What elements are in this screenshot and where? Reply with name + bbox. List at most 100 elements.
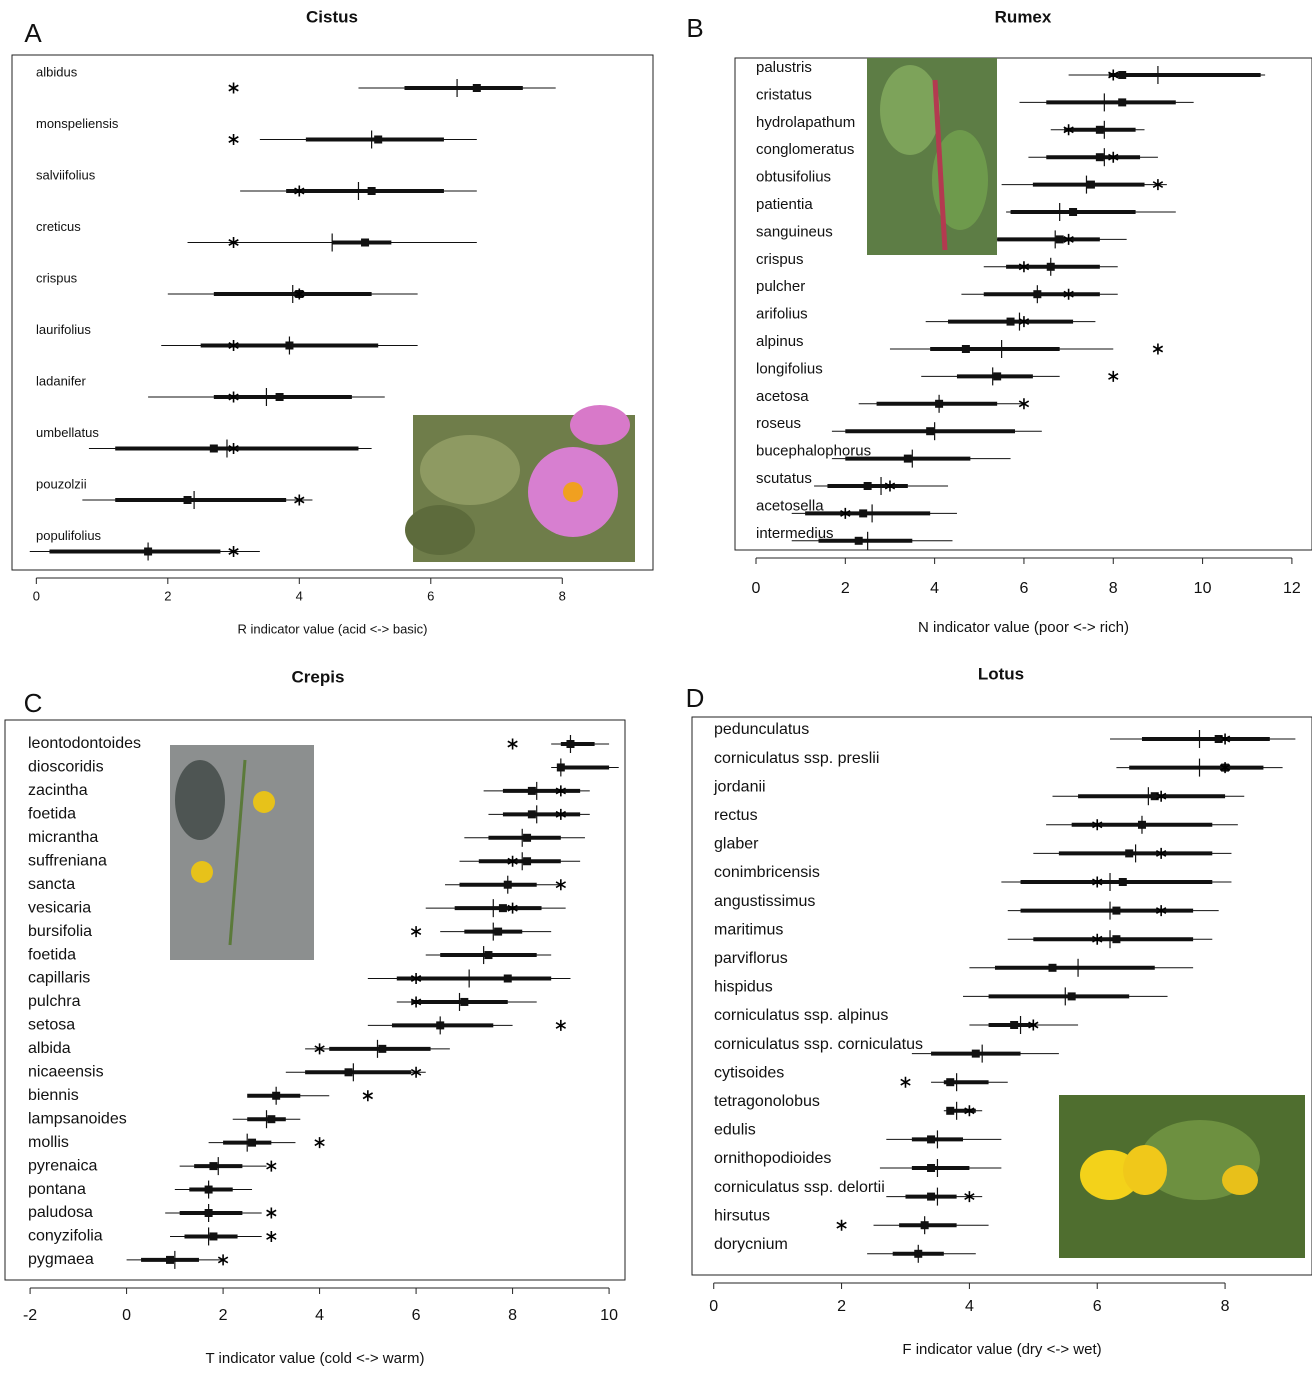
median-square bbox=[460, 997, 469, 1006]
category-label: nicaeensis bbox=[28, 1064, 104, 1081]
category-label: intermedius bbox=[756, 525, 834, 542]
category-label: mollis bbox=[28, 1134, 69, 1151]
panel: D Lotus F indicator value (dry <-> wet) 0 2 4… bbox=[686, 664, 1312, 1358]
median-square bbox=[1006, 317, 1015, 326]
reference-asterisk bbox=[1108, 370, 1119, 382]
median-square bbox=[1112, 935, 1121, 944]
median-square bbox=[1118, 878, 1127, 886]
panel-letter: A bbox=[24, 18, 42, 48]
median-square bbox=[527, 810, 536, 819]
x-tick-label: 0 bbox=[33, 588, 40, 603]
reference-asterisk bbox=[836, 1219, 847, 1231]
median-square bbox=[1118, 71, 1127, 79]
median-square bbox=[1112, 906, 1121, 915]
reference-asterisk bbox=[410, 973, 422, 984]
reference-asterisk bbox=[507, 738, 518, 750]
reference-asterisk bbox=[555, 879, 566, 891]
median-square bbox=[494, 927, 503, 936]
category-label: monspeliensis bbox=[36, 116, 119, 131]
median-square bbox=[248, 1138, 257, 1147]
category-label: pouzolzii bbox=[36, 476, 87, 491]
category-label: dorycnium bbox=[714, 1236, 788, 1253]
median-square bbox=[523, 833, 532, 842]
reference-asterisk bbox=[900, 1076, 911, 1088]
reference-asterisk bbox=[314, 1137, 325, 1149]
median-square bbox=[1150, 792, 1159, 801]
chart-title: Crepis bbox=[292, 667, 345, 686]
median-square bbox=[472, 84, 481, 92]
category-label: bucephalophorus bbox=[756, 443, 871, 460]
median-square bbox=[903, 454, 912, 463]
category-label: angustissimus bbox=[714, 893, 815, 910]
category-label: leontodontoides bbox=[28, 735, 141, 752]
x-tick-label: 6 bbox=[427, 588, 434, 603]
category-label: corniculatus ssp. alpinus bbox=[714, 1007, 888, 1024]
reference-asterisk bbox=[1092, 819, 1103, 831]
x-tick-label: 8 bbox=[1221, 1298, 1230, 1315]
median-square bbox=[1069, 208, 1078, 216]
median-square bbox=[209, 1232, 218, 1241]
median-square bbox=[1067, 992, 1076, 1001]
category-label: ladanifer bbox=[36, 373, 87, 388]
reference-asterisk bbox=[555, 1019, 566, 1031]
x-tick-label: 0 bbox=[122, 1307, 131, 1324]
reference-asterisk bbox=[1219, 762, 1231, 774]
x-tick-label: 10 bbox=[600, 1307, 618, 1324]
reference-asterisk bbox=[228, 134, 239, 145]
x-tick-label: 6 bbox=[1093, 1298, 1102, 1315]
category-label: maritimus bbox=[714, 921, 783, 938]
category-label: rectus bbox=[714, 807, 758, 824]
median-square bbox=[863, 482, 872, 490]
category-label: conglomeratus bbox=[756, 141, 854, 158]
reference-asterisk bbox=[266, 1160, 277, 1172]
category-label: acetosa bbox=[756, 388, 809, 405]
reference-asterisk bbox=[1018, 261, 1030, 273]
category-label: crispus bbox=[756, 251, 804, 268]
plot-frame bbox=[4, 719, 626, 1281]
reference-asterisk bbox=[840, 507, 851, 519]
category-label: zacintha bbox=[28, 782, 88, 799]
reference-asterisk bbox=[884, 480, 896, 492]
reference-asterisk bbox=[1152, 179, 1164, 191]
reference-asterisk bbox=[1155, 847, 1167, 859]
photo-cistus bbox=[405, 405, 635, 562]
median-square bbox=[344, 1068, 353, 1077]
category-label: pontana bbox=[28, 1181, 86, 1198]
category-label: hispidus bbox=[714, 979, 773, 996]
reference-asterisk bbox=[228, 546, 239, 557]
median-square bbox=[361, 238, 370, 247]
median-square bbox=[1086, 180, 1095, 189]
x-tick-label: 4 bbox=[930, 580, 939, 597]
median-square bbox=[1048, 963, 1057, 972]
median-square bbox=[527, 786, 536, 795]
category-label: longifolius bbox=[756, 360, 823, 377]
reference-asterisk bbox=[1018, 316, 1030, 328]
category-label: cristatus bbox=[756, 86, 812, 103]
x-axis-label: F indicator value (dry <-> wet) bbox=[902, 1341, 1101, 1358]
category-label: albidus bbox=[36, 64, 78, 79]
median-square bbox=[927, 1164, 936, 1172]
median-square bbox=[854, 536, 863, 545]
x-tick-label: 4 bbox=[315, 1307, 324, 1324]
category-label: edulis bbox=[714, 1122, 756, 1139]
category-label: biennis bbox=[28, 1087, 79, 1104]
plot-frame bbox=[11, 54, 654, 571]
photo-rumex bbox=[867, 58, 997, 255]
median-square bbox=[183, 496, 192, 504]
median-square bbox=[1055, 235, 1064, 244]
category-label: conyzifolia bbox=[28, 1228, 103, 1245]
category-label: conimbricensis bbox=[714, 864, 820, 881]
reference-asterisk bbox=[1063, 124, 1074, 136]
category-label: ornithopodioides bbox=[714, 1150, 831, 1167]
category-label: foetida bbox=[28, 946, 76, 963]
median-square bbox=[859, 509, 868, 518]
reference-asterisk bbox=[1155, 905, 1167, 917]
category-label: vesicaria bbox=[28, 899, 91, 916]
reference-asterisk bbox=[314, 1043, 325, 1055]
median-square bbox=[926, 427, 935, 436]
category-label: salviifolius bbox=[36, 167, 96, 182]
median-square bbox=[523, 857, 532, 866]
category-label: sanguineus bbox=[756, 223, 833, 240]
reference-asterisk bbox=[228, 82, 239, 94]
